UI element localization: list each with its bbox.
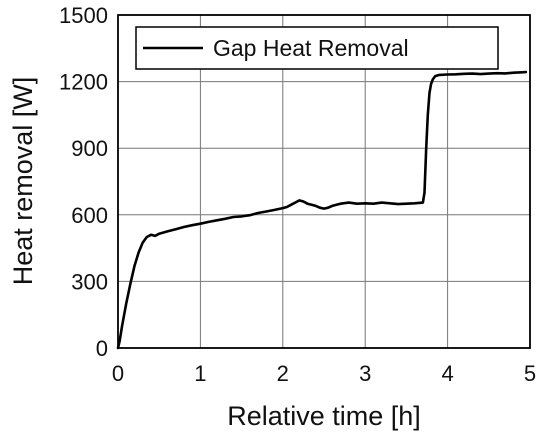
x-tick-label: 1 — [194, 361, 206, 386]
y-tick-label: 600 — [71, 203, 108, 228]
x-tick-label: 5 — [524, 361, 536, 386]
y-tick-label: 1500 — [59, 3, 108, 28]
y-tick-label: 900 — [71, 136, 108, 161]
y-axis-title: Heat removal [W] — [8, 77, 38, 286]
y-tick-label: 1200 — [59, 70, 108, 95]
grid-lines — [118, 15, 530, 348]
x-tick-label: 2 — [277, 361, 289, 386]
x-axis-ticks: 0 1 2 3 4 5 — [112, 361, 536, 386]
legend-label-gap-heat-removal: Gap Heat Removal — [213, 35, 409, 61]
series-line-gap-heat-removal — [116, 70, 528, 350]
plot-frame — [117, 14, 531, 349]
y-axis-ticks: 0 300 600 900 1200 1500 — [59, 3, 108, 361]
x-tick-label: 0 — [112, 361, 124, 386]
y-tick-label: 0 — [96, 336, 108, 361]
y-tick-label: 300 — [71, 269, 108, 294]
legend: Gap Heat Removal — [135, 26, 499, 70]
x-axis-title: Relative time [h] — [227, 401, 421, 431]
x-tick-label: 4 — [441, 361, 453, 386]
x-tick-label: 3 — [359, 361, 371, 386]
